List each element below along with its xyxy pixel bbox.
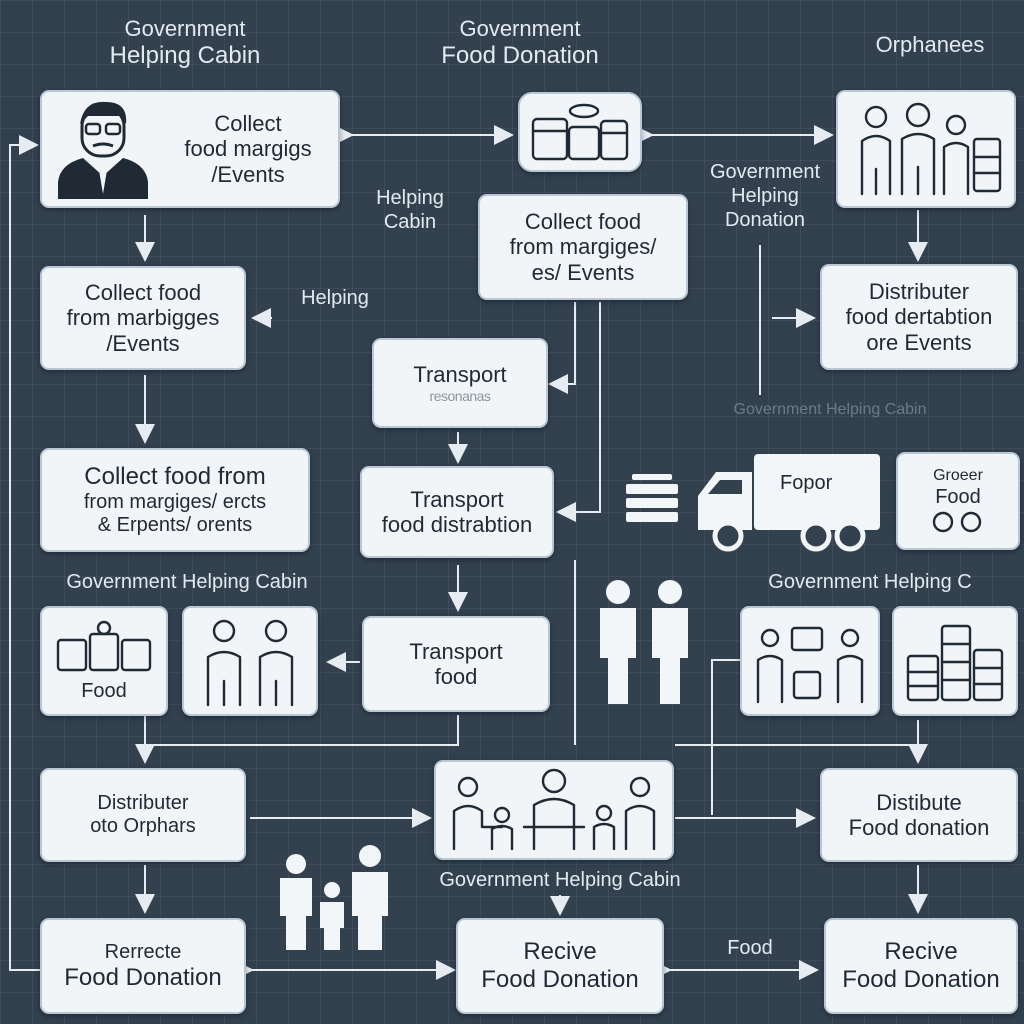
arrow-t3-down	[145, 715, 459, 746]
label-gov-food-donation-top: Government Food Donation	[441, 16, 599, 70]
box-receive-center: Recive Food Donation	[456, 918, 664, 1014]
box-distribute-orphans: Distributer oto Orphars	[40, 768, 246, 862]
box-collect-top-left: Collect food margigs /Events	[40, 90, 340, 208]
box-collect-left-3: Collect food from from margiges/ ercts &…	[40, 448, 310, 552]
box-remote-food-donation: Rerrecte Food Donation	[40, 918, 246, 1014]
delivery-truck-icon: Fopor	[694, 450, 884, 561]
box-transport-3: Transport food	[362, 616, 550, 712]
label-helping-cabin-mid: Helping Cabin	[376, 187, 444, 233]
box-people-food	[740, 606, 880, 716]
family-at-table-icon	[452, 768, 656, 851]
food-containers-box	[518, 92, 642, 172]
wheels-icon	[932, 511, 982, 532]
box-family-table	[434, 760, 674, 860]
box-collect-left-2: Collect food from marbigges /Events	[40, 266, 246, 370]
three-people-icon	[860, 102, 1002, 196]
food-containers-icon	[531, 103, 629, 161]
arrow-left-loop	[9, 135, 40, 971]
label-gov-helping-cabin-bottom: Government Helping Cabin	[439, 869, 681, 891]
box-barrels	[892, 606, 1018, 716]
man-with-glasses-icon	[58, 101, 148, 199]
box-distribute-food-right: Distibute Food donation	[820, 768, 1018, 862]
label-gov-helping-donation: Government Helping Donation	[709, 161, 821, 231]
label-gov-helping-cabin-right: Government Helping C	[768, 571, 972, 593]
arrow-right-branch	[711, 659, 740, 815]
box-truck-right: Groeer Food	[896, 452, 1020, 550]
two-people-standing-icon	[590, 578, 700, 713]
truck-text: Fopor	[780, 472, 833, 494]
label-helping-left: Helping	[301, 287, 369, 309]
arrow-c-collect-down	[548, 302, 576, 394]
food-label: Food	[81, 679, 127, 702]
box-two-people	[182, 606, 318, 716]
box-collect-mid-center: Collect food from margiges/ es/ Events	[478, 194, 688, 300]
arrow-collect-to-t2	[556, 302, 601, 522]
food-boxes-icon	[56, 620, 152, 671]
people-with-food-icon	[756, 626, 864, 704]
label-food-bottom: Food	[727, 937, 773, 959]
box-food-left: Food	[40, 606, 168, 716]
box-transport-1: Transport resonanas	[372, 338, 548, 428]
stacked-plates-icon	[622, 470, 682, 539]
label-ghost-text: Government Helping Cabin	[733, 401, 927, 418]
label-gov-helping-cabin-left: Government Helping Cabin	[66, 571, 308, 593]
orphanages-box	[836, 90, 1016, 208]
family-icon	[272, 842, 396, 959]
box-transport-2: Transport food distrabtion	[360, 466, 554, 558]
barrels-icon	[906, 624, 1004, 702]
label-orphanages-top: Orphanees	[875, 32, 985, 57]
two-people-icon	[206, 619, 294, 707]
box-distributer-right: Distributer food dertabtion ore Events	[820, 264, 1018, 370]
label-gov-helping-cabin-top: Government Helping Cabin	[109, 16, 261, 70]
box-receive-right: Recive Food Donation	[824, 918, 1018, 1014]
